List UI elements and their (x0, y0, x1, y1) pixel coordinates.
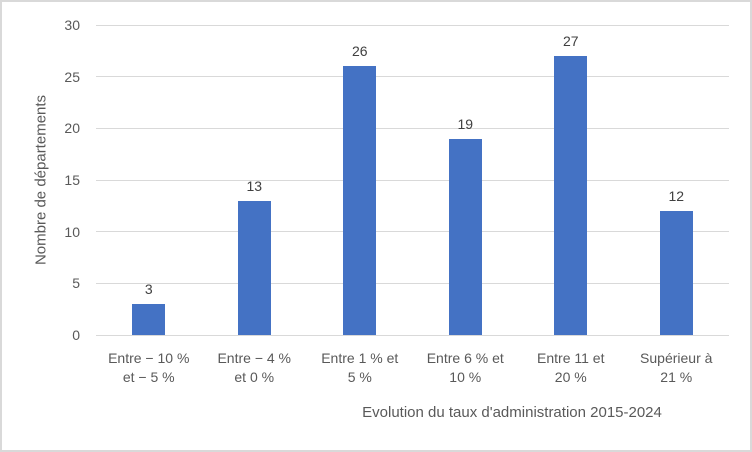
category-label-line: et − 5 % (122, 369, 175, 385)
gridline (96, 127, 729, 129)
category-label-line: Entre 1 % et (321, 350, 399, 366)
bar (132, 304, 166, 335)
category-label-line: 20 % (554, 369, 587, 385)
y-tick-label: 10 (64, 223, 80, 240)
category-label-line: Supérieur à (640, 350, 713, 366)
bar (659, 211, 693, 335)
gridline (96, 282, 729, 284)
gridline (96, 231, 729, 233)
bar-value-label: 3 (144, 281, 153, 297)
category-label-line: et 0 % (234, 369, 275, 385)
y-tick-label: 30 (64, 17, 80, 33)
category-label-line: 21 % (660, 369, 693, 385)
category-label-line: Entre − 10 % (108, 350, 190, 366)
bar-value-label: 27 (562, 33, 579, 49)
bar (554, 56, 588, 335)
y-tick-label: 0 (72, 327, 80, 343)
y-tick-label: 15 (64, 172, 80, 188)
bar (448, 138, 482, 335)
y-tick-label: 5 (72, 275, 80, 292)
bar (343, 66, 377, 335)
category-label: Entre − 10 % et − 5 % (96, 349, 202, 387)
category-label: Entre 1 % et 5 % (307, 349, 413, 387)
y-tick-label: 20 (64, 120, 80, 137)
category-label: Entre − 4 % et 0 % (202, 349, 308, 387)
gridline (96, 179, 729, 181)
bar-value-label: 12 (668, 188, 685, 204)
gridline (96, 334, 729, 336)
category-label-line: Entre − 4 % (217, 350, 292, 366)
category-label-line: 10 % (449, 369, 482, 385)
y-tick-label: 25 (64, 68, 80, 85)
bar-value-label: 13 (246, 177, 263, 194)
bar (237, 200, 271, 335)
category-label: Entre 11 et 20 % (518, 349, 624, 387)
category-label: Supérieur à 21 % (624, 349, 730, 387)
category-label: Entre 6 % et 10 % (413, 349, 519, 387)
bar-value-label: 26 (351, 43, 368, 60)
x-axis-title: Evolution du taux d'administration 2015-… (362, 404, 662, 421)
category-label-line: Entre 11 et (537, 350, 605, 366)
category-label-line: 5 % (347, 369, 372, 385)
category-label-line: Entre 6 % et (426, 350, 504, 366)
gridline (96, 76, 729, 78)
gridline (96, 24, 729, 26)
bar-value-label: 19 (457, 115, 474, 132)
